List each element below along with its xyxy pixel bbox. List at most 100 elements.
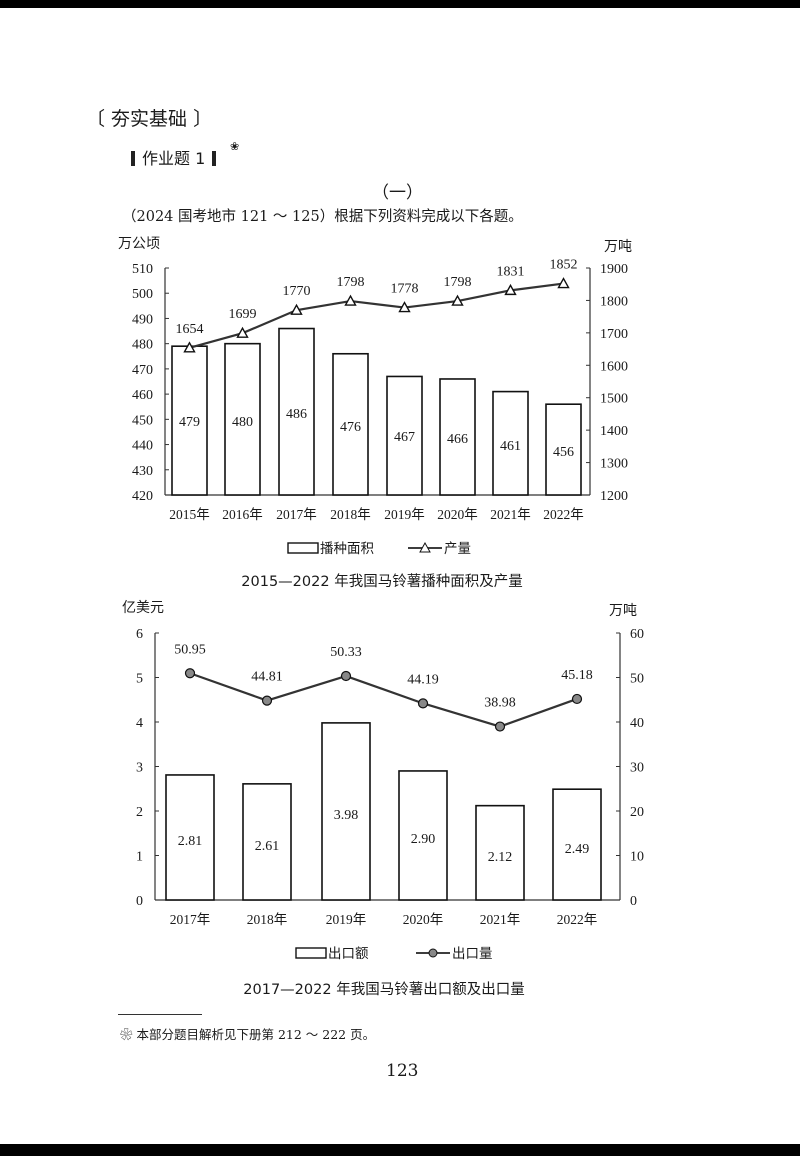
bar [398, 770, 448, 901]
line-value-label: 44.81 [251, 670, 283, 685]
legend-bar-swatch-icon [295, 947, 327, 959]
circle-marker-icon [261, 695, 273, 706]
bottom-border [0, 1144, 800, 1156]
left-tick-label: 490 [132, 312, 153, 327]
bar [439, 378, 476, 496]
left-axis-unit: 亿美元 [122, 600, 164, 616]
page-number: 123 [386, 1061, 419, 1081]
line-value-label: 1770 [283, 284, 311, 299]
left-tick-label: 2 [136, 805, 143, 820]
bar-value-label: 2.81 [178, 834, 203, 849]
triangle-marker-icon [290, 303, 303, 315]
bar [386, 375, 423, 496]
bar [242, 783, 292, 901]
right-tick-label: 60 [630, 627, 644, 642]
right-tick-label: 1600 [600, 359, 628, 374]
right-tick-label: 1800 [600, 294, 628, 309]
line-value-label: 1654 [176, 322, 204, 337]
line-value-label: 1778 [391, 282, 419, 297]
right-marker-icon [212, 151, 217, 166]
bar [278, 327, 315, 496]
bar [224, 342, 261, 496]
right-tick-label: 40 [630, 716, 644, 731]
left-tick-label: 5 [136, 672, 143, 687]
line-value-label: 45.18 [561, 668, 593, 683]
x-tick-label: 2017年 [276, 507, 317, 522]
triangle-marker-icon [504, 283, 517, 296]
x-tick-label: 2018年 [330, 507, 371, 522]
line-series [189, 282, 564, 349]
bar [545, 403, 582, 496]
line-value-label: 50.33 [330, 645, 362, 660]
homework-title: 作业题 1 [124, 145, 223, 169]
x-tick-label: 2019年 [384, 507, 425, 522]
left-tick-label: 510 [132, 262, 153, 277]
left-tick-label: 4 [136, 716, 143, 731]
line-value-label: 1798 [444, 275, 472, 290]
line-value-label: 1852 [550, 258, 578, 273]
x-tick-label: 2022年 [543, 507, 584, 522]
legend-triangle-icon [419, 541, 431, 553]
legend-bar-label: 出口额 [328, 946, 369, 962]
x-tick-label: 2018年 [247, 912, 288, 927]
legend-circle-icon [428, 948, 438, 958]
x-tick-label: 2021年 [480, 912, 521, 927]
right-tick-label: 30 [630, 761, 644, 776]
triangle-marker-icon [557, 277, 570, 289]
left-axis-unit: 万公顷 [118, 236, 160, 252]
bar-value-label: 476 [340, 420, 361, 435]
bar-value-label: 456 [553, 445, 574, 460]
line-value-label: 1831 [497, 264, 525, 279]
x-tick-label: 2015年 [169, 507, 210, 522]
left-tick-label: 6 [136, 627, 143, 642]
x-tick-label: 2017年 [170, 912, 211, 927]
x-tick-label: 2019年 [326, 912, 367, 927]
homework-title-text: 作业题 1 [142, 149, 206, 168]
chart-title: 2017—2022 年我国马铃薯出口额及出口量 [243, 981, 524, 998]
bar-value-label: 466 [447, 432, 468, 447]
circle-marker-icon [184, 668, 196, 679]
right-tick-label: 0 [630, 894, 637, 909]
bar-value-label: 467 [394, 430, 415, 445]
left-tick-label: 420 [132, 489, 153, 504]
bar [475, 804, 525, 901]
legend-line-label: 出口量 [452, 946, 493, 962]
intro-text: （2024 国考地市 121 ～ 125）根据下列资料完成以下各题。 [122, 209, 523, 225]
top-border [0, 0, 800, 8]
left-tick-label: 430 [132, 464, 153, 479]
bar-value-label: 479 [179, 415, 200, 430]
x-tick-label: 2016年 [222, 507, 263, 522]
x-tick-label: 2020年 [437, 507, 478, 522]
right-tick-label: 20 [630, 805, 644, 820]
triangle-marker-icon [398, 301, 411, 313]
right-tick-label: 1900 [600, 262, 628, 277]
circle-marker-icon [340, 670, 352, 682]
right-tick-label: 1300 [600, 457, 628, 472]
right-axis-unit: 万吨 [609, 603, 637, 619]
left-tick-label: 440 [132, 439, 153, 454]
circle-marker-icon [494, 721, 506, 732]
bar-value-label: 480 [232, 415, 253, 430]
chart-title: 2015—2022 年我国马铃薯播种面积及产量 [241, 573, 522, 590]
line-value-label: 50.95 [174, 642, 206, 657]
right-axis-unit: 万吨 [604, 239, 632, 255]
left-tick-label: 450 [132, 413, 153, 428]
circle-marker-icon [417, 698, 429, 709]
line-value-label: 38.98 [484, 696, 516, 711]
bar [332, 352, 369, 496]
left-tick-label: 470 [132, 363, 153, 378]
left-tick-label: 460 [132, 388, 153, 403]
bar [492, 390, 529, 496]
bar [171, 345, 208, 496]
left-tick-label: 1 [136, 850, 143, 865]
right-tick-label: 1400 [600, 424, 628, 439]
bar-value-label: 486 [286, 407, 307, 422]
bar-value-label: 2.49 [565, 842, 590, 857]
section-title: 〔 夯实基础 〕 [86, 108, 213, 130]
flower-note-icon: ❀ [230, 140, 240, 153]
x-tick-label: 2021年 [490, 507, 531, 522]
line-series [189, 672, 578, 728]
triangle-marker-icon [344, 294, 357, 306]
right-tick-label: 50 [630, 672, 644, 687]
